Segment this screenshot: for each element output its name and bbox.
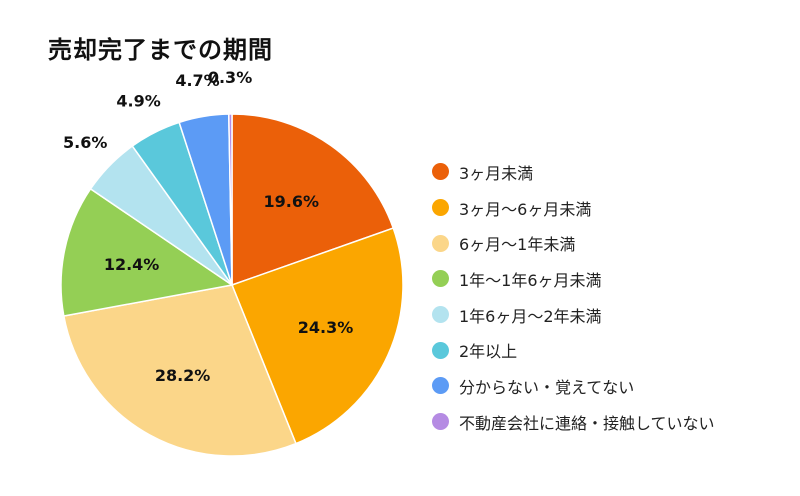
legend-item: 3ヶ月〜6ヶ月未満	[432, 190, 715, 226]
legend-item: 6ヶ月〜1年未満	[432, 225, 715, 261]
legend-label: 1年6ヶ月〜2年未満	[459, 306, 602, 326]
legend-swatch	[432, 163, 449, 181]
pie-slice	[60, 187, 234, 317]
slice-label: 12.4%	[104, 255, 160, 274]
legend-label: 3ヶ月未満	[459, 163, 534, 183]
legend-swatch	[432, 341, 449, 359]
slice-label: 24.3%	[298, 318, 354, 337]
slice-label: 4.7%	[175, 71, 219, 90]
legend-swatch	[432, 306, 449, 324]
legend-label: 1年〜1年6ヶ月未満	[459, 270, 602, 290]
legend-label: 分からない・覚えてない	[459, 377, 635, 397]
legend-item: 2年以上	[432, 332, 715, 368]
pie-slice	[228, 113, 233, 286]
slice-label: 4.9%	[116, 91, 160, 110]
legend-item: 分からない・覚えてない	[432, 368, 715, 404]
legend-swatch	[432, 270, 449, 288]
legend-label: 3ヶ月〜6ヶ月未満	[459, 199, 592, 219]
legend-swatch	[432, 234, 449, 252]
legend: 3ヶ月未満 3ヶ月〜6ヶ月未満 6ヶ月〜1年未満 1年〜1年6ヶ月未満 1年6ヶ月〜2年…	[432, 154, 715, 440]
slice-label: 28.2%	[155, 366, 211, 385]
legend-item: 1年〜1年6ヶ月未満	[432, 261, 715, 297]
slice-label: 5.6%	[63, 133, 107, 152]
legend-swatch	[432, 377, 449, 395]
slice-label: 0.3%	[208, 68, 252, 87]
legend-item: 1年6ヶ月〜2年未満	[432, 297, 715, 333]
pie-slice	[62, 284, 297, 457]
legend-item: 3ヶ月未満	[432, 154, 715, 190]
legend-label: 6ヶ月〜1年未満	[459, 235, 576, 255]
legend-label: 2年以上	[459, 342, 518, 362]
chart-title: 売却完了までの期間	[48, 36, 273, 64]
legend-swatch	[432, 413, 449, 431]
legend-label: 不動産会社に連絡・接触していない	[459, 413, 715, 433]
slice-label: 19.6%	[264, 192, 320, 211]
legend-swatch	[432, 199, 449, 217]
legend-item: 不動産会社に連絡・接触していない	[432, 404, 715, 440]
